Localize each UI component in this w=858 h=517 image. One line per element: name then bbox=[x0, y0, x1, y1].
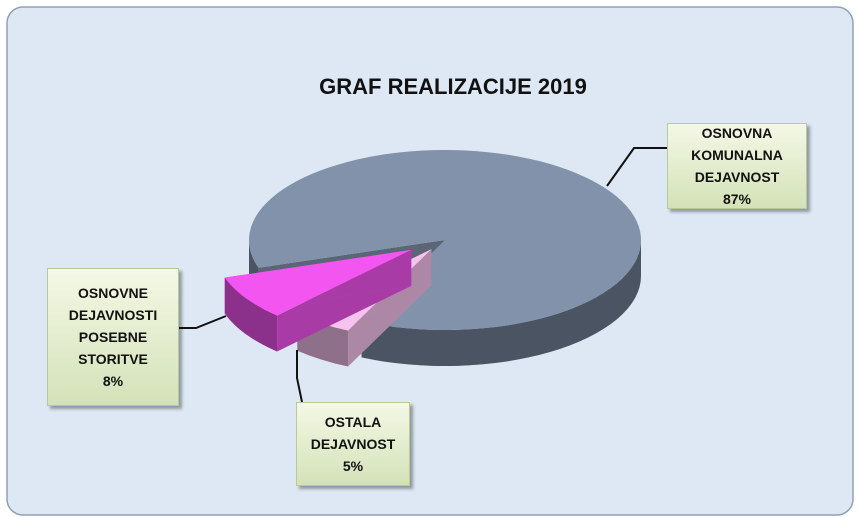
label-value: 8% bbox=[102, 373, 124, 389]
data-label: OSNOVNA KOMUNALNA DEJAVNOST 87% bbox=[667, 123, 807, 209]
data-label: OSTALA DEJAVNOST 5% bbox=[296, 402, 410, 486]
data-label: OSNOVNE DEJAVNOSTI POSEBNE STORITVE 8% bbox=[47, 268, 179, 406]
label-value: 5% bbox=[342, 458, 364, 474]
label-category: OSTALA DEJAVNOST bbox=[310, 414, 396, 452]
leader-line bbox=[296, 350, 303, 403]
slice-side-shade bbox=[361, 240, 641, 366]
slice-side-shade bbox=[224, 277, 278, 352]
leader-line bbox=[179, 315, 227, 329]
label-category: OSNOVNA KOMUNALNA DEJAVNOST bbox=[691, 125, 783, 185]
pie-slice bbox=[248, 150, 641, 331]
label-category: OSNOVNE DEJAVNOSTI POSEBNE STORITVE bbox=[68, 285, 158, 367]
chart-title: GRAF REALIZACIJE 2019 bbox=[319, 74, 587, 99]
leader-line bbox=[606, 147, 667, 187]
slice-side bbox=[224, 277, 278, 352]
label-value: 87% bbox=[722, 191, 752, 207]
pie-slice bbox=[224, 249, 412, 316]
pie bbox=[224, 150, 641, 367]
slice-side bbox=[361, 240, 641, 366]
